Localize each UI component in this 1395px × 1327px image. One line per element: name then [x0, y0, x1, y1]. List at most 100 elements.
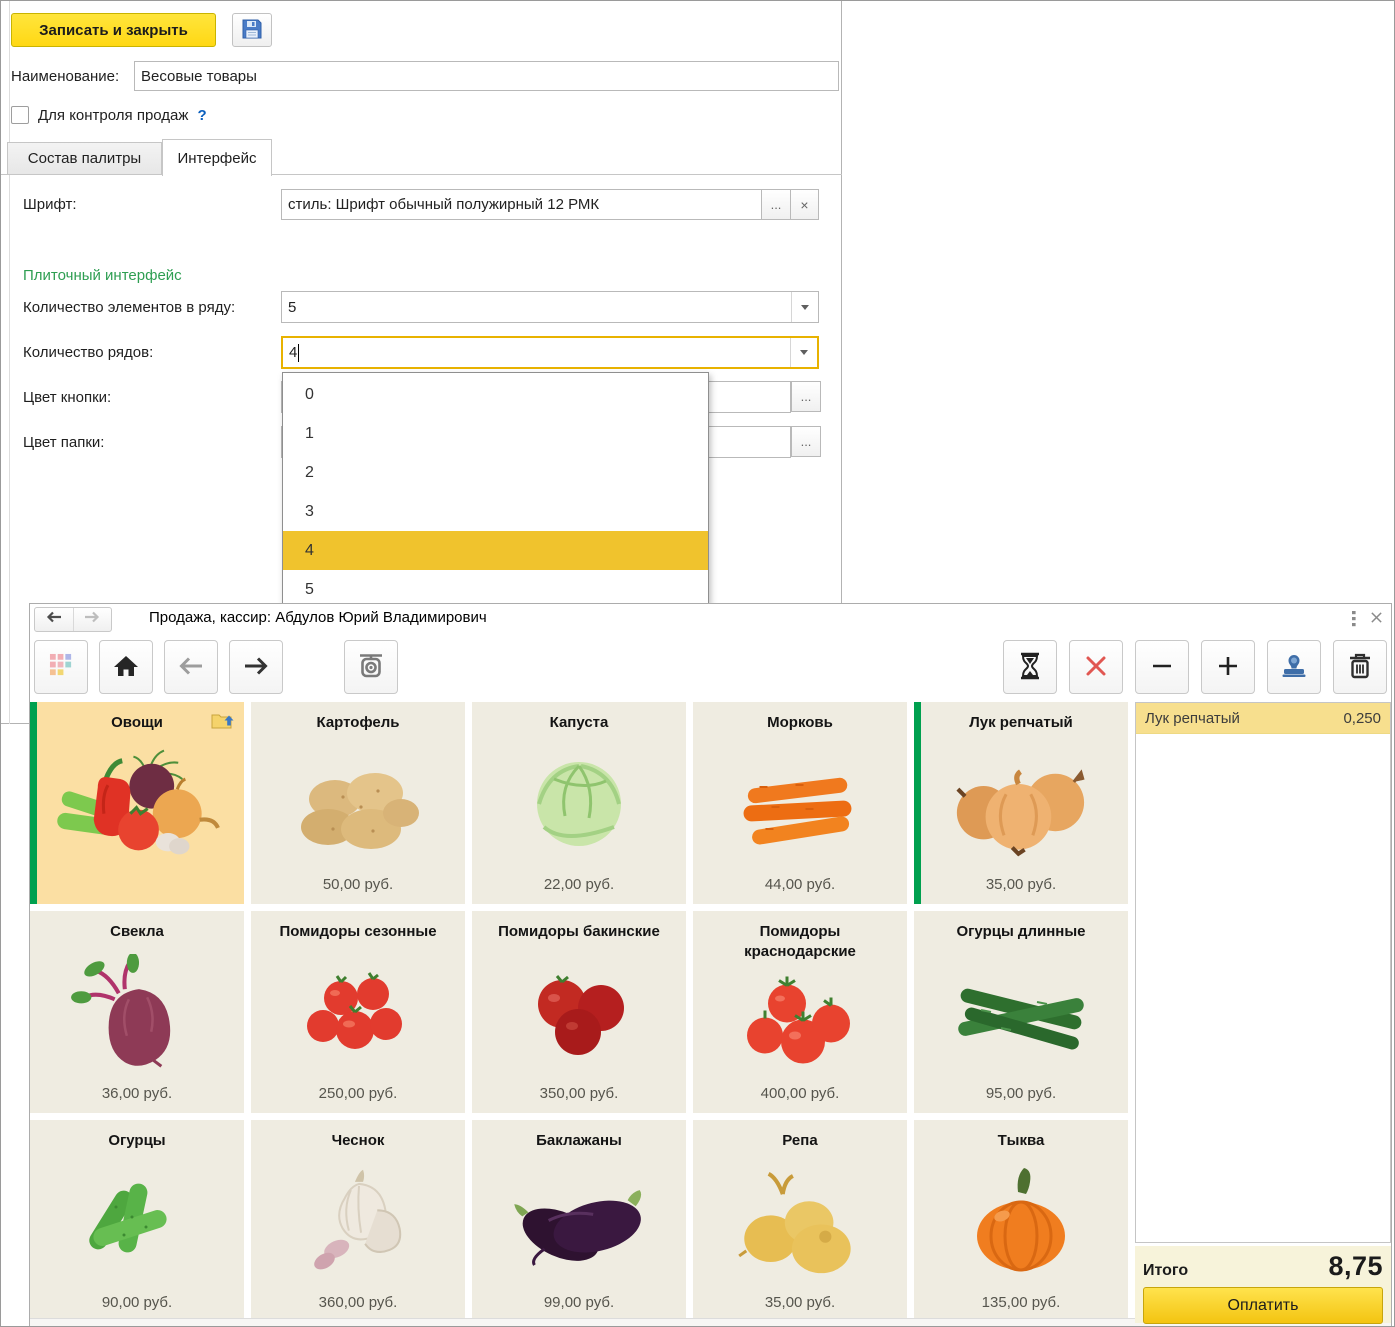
product-tile[interactable]: Помидоры сезонные 250,00 руб. [251, 911, 465, 1113]
product-tile[interactable]: Свекла 36,00 руб. [30, 911, 244, 1113]
scales-button[interactable] [344, 640, 398, 694]
chevron-down-icon[interactable] [790, 338, 817, 367]
save-button[interactable] [232, 13, 272, 47]
product-tile[interactable]: Капуста 22,00 руб. [472, 702, 686, 904]
tile-title: Свекла [110, 923, 164, 940]
row-count-dropdown: 0 1 2 3 4 5 [282, 372, 709, 604]
items-per-row-combo[interactable]: 5 [281, 291, 819, 323]
chevron-down-icon[interactable] [791, 292, 818, 322]
history-forward-button[interactable] [74, 608, 112, 631]
back-icon [45, 610, 63, 629]
product-tile[interactable]: Лук репчатый 35,00 руб. [914, 702, 1128, 904]
tile-price: 360,00 руб. [318, 1294, 398, 1311]
tile-title: Картофель [316, 714, 400, 731]
button-color-ellipsis-button[interactable]: ... [791, 381, 821, 412]
dropdown-option-3[interactable]: 3 [305, 503, 314, 520]
row-count-value: 4 [289, 344, 298, 361]
tile-title: Помидоры сезонные [279, 923, 437, 940]
plus-icon [1216, 654, 1240, 681]
dropdown-option-2[interactable]: 2 [305, 464, 314, 481]
pos-toolbar [34, 640, 1387, 694]
tile-price: 44,00 руб. [764, 876, 836, 893]
arrow-left-button[interactable] [164, 640, 218, 694]
tile-price: 90,00 руб. [101, 1294, 173, 1311]
tab-divider [1, 174, 842, 175]
font-ellipsis-button[interactable]: ... [761, 189, 791, 220]
arrow-right-icon [242, 656, 270, 679]
stamp-button[interactable] [1267, 640, 1321, 694]
tile-price: 35,00 руб. [985, 876, 1057, 893]
close-window-button[interactable] [1370, 611, 1383, 629]
tile-price: 22,00 руб. [543, 876, 615, 893]
eggplant-image [498, 1151, 660, 1295]
total-label: Итого [1143, 1262, 1189, 1279]
tile-price: 95,00 руб. [985, 1085, 1057, 1102]
text-caret [298, 343, 300, 362]
sales-control-checkbox[interactable] [11, 106, 29, 124]
home-button[interactable] [99, 640, 153, 694]
name-input[interactable] [134, 61, 839, 91]
product-tile-grid: Овощи Картофель 50,00 руб. Капуста 22,00 руб… [30, 702, 1128, 1322]
receipt-row[interactable]: Лук репчатый 0,250 [1136, 703, 1390, 734]
garlic-image [292, 1151, 424, 1295]
pos-window: Продажа, кассир: Абдулов Юрий Владимиров… [29, 603, 1392, 1326]
history-back-button[interactable] [35, 608, 74, 631]
product-tile[interactable]: Огурцы 90,00 руб. [30, 1120, 244, 1322]
tab-palette-composition[interactable]: Состав палитры [7, 142, 162, 175]
row-count-combo[interactable]: 4 [281, 336, 819, 369]
items-per-row-value: 5 [288, 298, 297, 316]
dropdown-option-4[interactable]: 4 [283, 531, 708, 570]
scale-icon [356, 651, 386, 684]
plus-button[interactable] [1201, 640, 1255, 694]
trash-icon [1348, 653, 1372, 682]
product-tile[interactable]: Огурцы длинные 95,00 руб. [914, 911, 1128, 1113]
tomato-krasnodar-image [725, 961, 875, 1085]
cancel-button[interactable] [1069, 640, 1123, 694]
more-menu-button[interactable] [1351, 610, 1357, 633]
forward-icon [83, 610, 101, 629]
product-tile[interactable]: Чеснок 360,00 руб. [251, 1120, 465, 1322]
tile-title: Помидоры краснодарские [744, 923, 856, 960]
tile-title: Тыква [997, 1132, 1045, 1149]
dropdown-option-5[interactable]: 5 [305, 581, 314, 598]
product-tile[interactable]: Репа 35,00 руб. [693, 1120, 907, 1322]
help-link[interactable]: ? [197, 106, 207, 124]
tile-title: Капуста [549, 714, 609, 731]
tab-interface[interactable]: Интерфейс [162, 139, 272, 176]
product-tile[interactable]: Помидоры краснодарские 400,00 руб. [693, 911, 907, 1113]
onion-image [944, 733, 1099, 877]
font-clear-button[interactable]: × [791, 189, 819, 220]
tile-title: Огурцы длинные [956, 923, 1086, 940]
tile-title: Огурцы [108, 1132, 166, 1149]
folder-color-label: Цвет папки: [23, 434, 105, 451]
save-and-close-button[interactable]: Записать и закрыть [11, 13, 216, 47]
minus-button[interactable] [1135, 640, 1189, 694]
items-per-row-label: Количество элементов в ряду: [23, 299, 236, 316]
product-tile[interactable]: Помидоры бакинские 350,00 руб. [472, 911, 686, 1113]
arrow-right-button[interactable] [229, 640, 283, 694]
product-tile[interactable]: Баклажаны 99,00 руб. [472, 1120, 686, 1322]
apps-grid-button[interactable] [34, 640, 88, 694]
tile-interface-section-title: Плиточный интерфейс [23, 267, 182, 284]
trash-button[interactable] [1333, 640, 1387, 694]
pos-window-title: Продажа, кассир: Абдулов Юрий Владимиров… [149, 609, 487, 626]
dropdown-option-0[interactable]: 0 [305, 386, 314, 403]
floppy-disk-icon [241, 18, 263, 43]
pay-button[interactable]: Оплатить [1143, 1287, 1383, 1324]
hourglass-button[interactable] [1003, 640, 1057, 694]
cabbage-image [514, 733, 644, 877]
cucumber-long-image [940, 942, 1102, 1086]
product-tile[interactable]: Тыква 135,00 руб. [914, 1120, 1128, 1322]
font-input[interactable]: стиль: Шрифт обычный полужирный 12 РМК [281, 189, 761, 220]
folder-color-ellipsis-button[interactable]: ... [791, 426, 821, 457]
folder-tile[interactable]: Овощи [30, 702, 244, 904]
dropdown-option-1[interactable]: 1 [305, 425, 314, 442]
name-label: Наименование: [11, 68, 120, 85]
receipt-summary: Итого 8,75 Оплатить [1135, 1246, 1391, 1324]
tile-title: Чеснок [331, 1132, 385, 1149]
cancel-icon [1085, 655, 1107, 680]
carrot-image [723, 733, 878, 877]
product-tile[interactable]: Картофель 50,00 руб. [251, 702, 465, 904]
tile-price: 99,00 руб. [543, 1294, 615, 1311]
product-tile[interactable]: Морковь 44,00 руб. [693, 702, 907, 904]
